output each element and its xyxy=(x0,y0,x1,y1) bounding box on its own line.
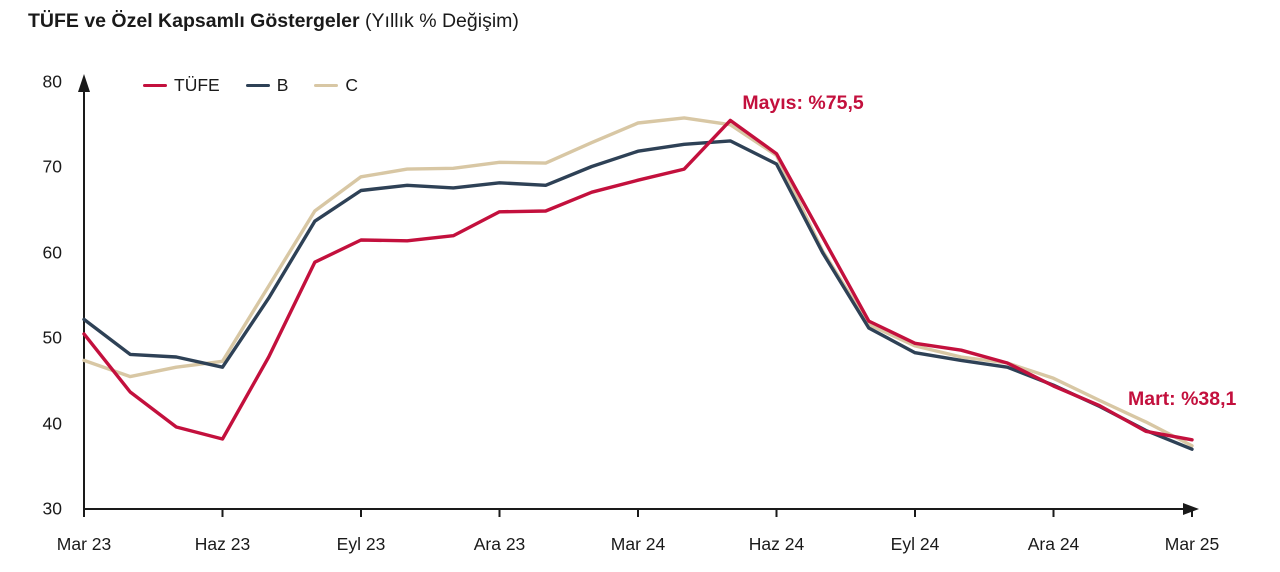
y-axis-arrow-icon xyxy=(78,74,90,92)
tufe-line-swatch-icon xyxy=(143,83,167,88)
y-tick-label: 30 xyxy=(42,498,62,519)
x-tick-label: Ara 24 xyxy=(1027,534,1080,554)
x-tick-label: Haz 24 xyxy=(748,534,805,554)
x-tick-label: Ara 23 xyxy=(473,534,526,554)
series-line-C xyxy=(82,116,1194,448)
legend: TÜFE B C xyxy=(143,75,358,96)
x-axis-labels: Mar 23 Haz 23 Eyl 23 Ara 23 Mar 24 Haz 24 Eyl … xyxy=(0,534,1280,560)
x-tick-label: Eyl 24 xyxy=(890,534,940,554)
y-tick-label: 80 xyxy=(42,71,62,92)
y-tick-label: 60 xyxy=(42,242,62,263)
x-tick-label: Mar 23 xyxy=(56,534,112,554)
c-line-swatch-icon xyxy=(314,83,339,88)
y-axis-labels: 30 40 50 60 70 80 xyxy=(0,0,62,572)
chart-title: TÜFE ve Özel Kapsamlı Göstergeler (Yıllı… xyxy=(28,10,519,33)
y-tick-label: 70 xyxy=(42,156,62,177)
x-tick-label: Mar 24 xyxy=(610,534,666,554)
legend-item-b: B xyxy=(245,75,289,96)
legend-item-tufe: TÜFE xyxy=(143,75,220,96)
series-line-TÜFE xyxy=(82,118,1194,442)
legend-label-c: C xyxy=(345,75,359,95)
x-tick-label: Mar 25 xyxy=(1164,534,1220,554)
series-line-B xyxy=(82,139,1194,451)
legend-item-c: C xyxy=(314,75,358,96)
annotation-mart-end: Mart: %38,1 xyxy=(1128,387,1237,410)
x-tick-label: Haz 23 xyxy=(194,534,251,554)
y-tick-label: 50 xyxy=(42,327,62,348)
x-tick-label: Eyl 23 xyxy=(336,534,386,554)
annotation-may-peak: Mayıs: %75,5 xyxy=(742,92,864,115)
legend-label-tufe: TÜFE xyxy=(174,75,220,95)
chart-title-main: TÜFE ve Özel Kapsamlı Göstergeler xyxy=(28,10,360,32)
chart-title-subtitle: (Yıllık % Değişim) xyxy=(359,10,519,32)
b-line-swatch-icon xyxy=(245,83,270,88)
legend-label-b: B xyxy=(276,75,289,95)
y-tick-label: 40 xyxy=(42,412,62,433)
